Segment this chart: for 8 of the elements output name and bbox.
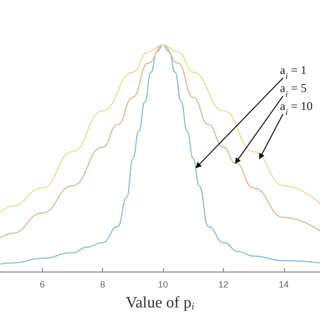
x-tick-label: 14 [278, 280, 289, 290]
annotation: a$_{i}$ = 1 [280, 63, 307, 81]
annotation: a$_{i}$ = 10 [280, 99, 313, 117]
x-tick-label: 12 [218, 280, 228, 290]
x-tick-label: 10 [158, 280, 168, 290]
x-tick-label: 8 [100, 280, 106, 290]
annotation: a$_{i}$ = 5 [280, 81, 307, 99]
x-tick-label: 6 [40, 280, 45, 290]
